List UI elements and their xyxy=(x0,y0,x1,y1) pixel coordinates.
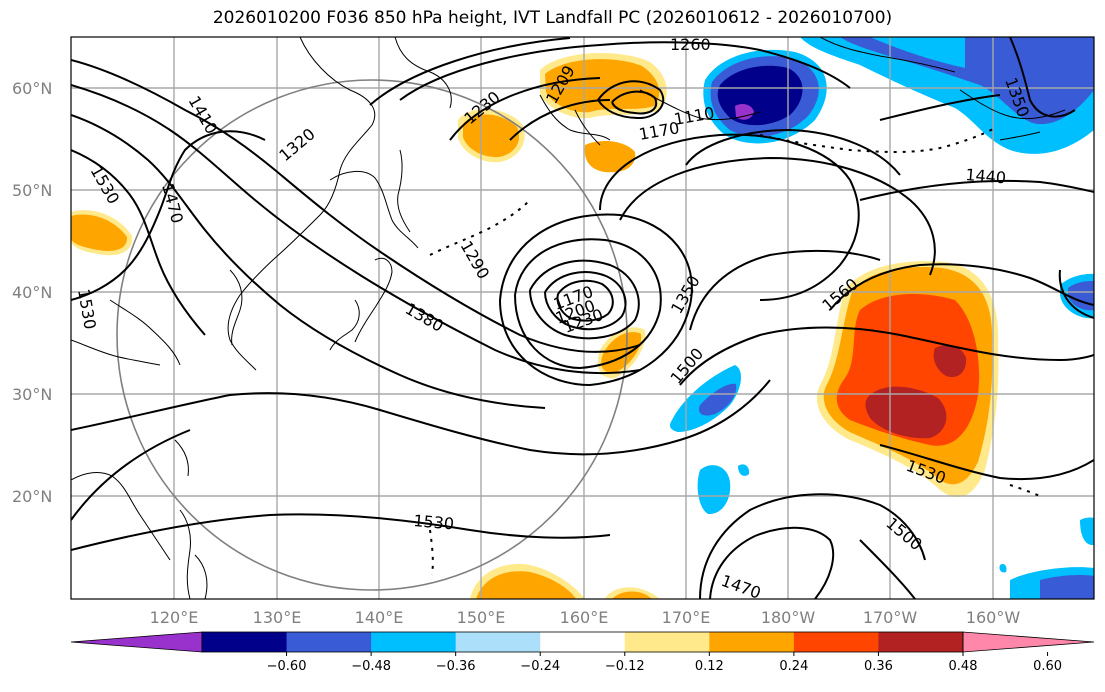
colorbar-segment xyxy=(709,632,795,652)
contour-label: 1530 xyxy=(413,511,455,533)
latitude-labels: 60°N 50°N 40°N 30°N 20°N xyxy=(12,79,52,506)
colorbar-tick-label: −0.24 xyxy=(520,659,560,674)
lon-label: 170°E xyxy=(662,608,711,627)
lon-label: 140°E xyxy=(355,608,404,627)
colorbar-tick-label: 0.24 xyxy=(779,659,808,674)
range-circle xyxy=(116,79,628,591)
colorbar-segment xyxy=(793,632,879,652)
colorbar-segment xyxy=(286,632,372,652)
colorbar: −0.60 −0.48 −0.36 −0.24 −0.12 0.12 0.24 0.36 0.4… xyxy=(70,631,1095,674)
colorbar-segment xyxy=(455,632,541,652)
colorbar-tick-label: −0.36 xyxy=(436,659,476,674)
lon-label: 160°W xyxy=(966,608,1021,627)
map-frame xyxy=(70,36,1095,600)
colorbar-extend-min xyxy=(70,631,203,653)
lat-label: 50°N xyxy=(12,181,52,200)
lat-label: 30°N xyxy=(12,385,52,404)
lon-label: 150°E xyxy=(457,608,506,627)
colorbar-tick-label: 0.60 xyxy=(1033,659,1062,674)
colorbar-tick-label: 0.48 xyxy=(949,659,978,674)
island-chains xyxy=(429,127,1041,576)
shaded-anomalies xyxy=(71,37,1094,599)
lon-label: 170°W xyxy=(863,608,918,627)
map-title: 2026010200 F036 850 hPa height, IVT Land… xyxy=(212,8,893,28)
colorbar-segment xyxy=(540,632,626,652)
lon-label: 130°E xyxy=(253,608,302,627)
colorbar-outline xyxy=(201,631,964,653)
colorbar-extend-max xyxy=(962,631,1095,653)
contour-label: 1260 xyxy=(670,35,711,54)
colorbar-segment xyxy=(202,632,288,652)
lat-label: 60°N xyxy=(12,79,52,98)
colorbar-segment xyxy=(878,632,964,652)
lat-label: 40°N xyxy=(12,283,52,302)
colorbar-tick-label: 0.12 xyxy=(695,659,724,674)
colorbar-segment xyxy=(624,632,710,652)
contour-label: 1440 xyxy=(965,165,1007,187)
longitude-labels: 120°E 130°E 140°E 150°E 160°E 170°E 180°… xyxy=(150,608,1021,627)
lat-label: 20°N xyxy=(12,487,52,506)
colorbar-tick-label: 0.36 xyxy=(864,659,893,674)
colorbar-tick-label: −0.60 xyxy=(267,659,307,674)
colorbar-segment xyxy=(371,632,457,652)
colorbar-tick-label: −0.12 xyxy=(605,659,645,674)
colorbar-tick-label: −0.48 xyxy=(351,659,391,674)
height-contours xyxy=(71,37,1094,599)
lon-label: 120°E xyxy=(150,608,199,627)
lon-label: 180°W xyxy=(761,608,816,627)
lon-label: 160°E xyxy=(560,608,609,627)
